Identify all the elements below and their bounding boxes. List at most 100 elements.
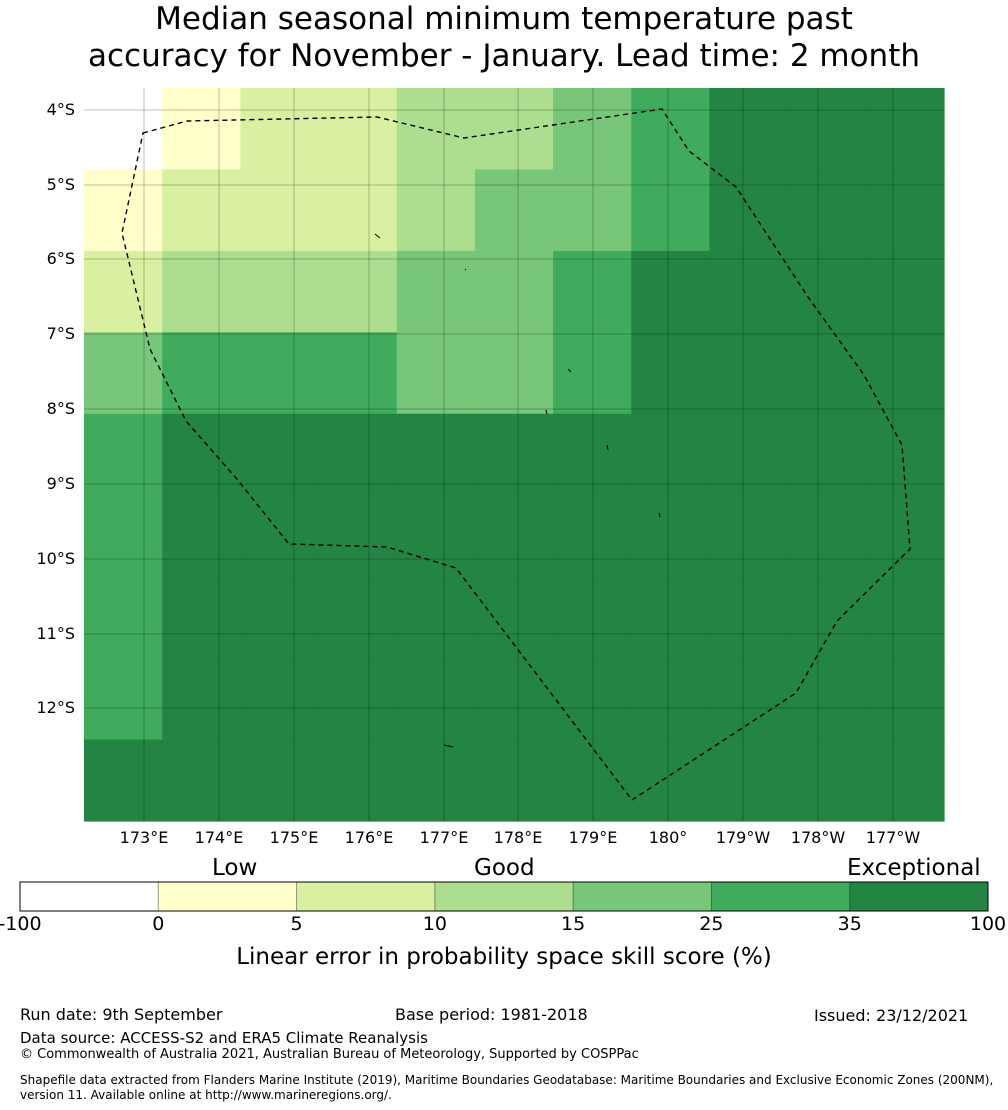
map-cell — [631, 658, 711, 741]
map-cell — [318, 169, 398, 252]
map-cell — [787, 658, 867, 741]
map-cell — [709, 576, 789, 659]
map-cell — [240, 332, 320, 415]
map-cell — [396, 413, 476, 496]
colorbar-segment — [573, 882, 712, 911]
map-cell — [240, 413, 320, 496]
map-cell — [553, 658, 632, 741]
map-cell — [474, 658, 554, 741]
map-cell — [631, 495, 711, 578]
colorbar-segment — [158, 882, 297, 911]
latitude-label: 4°S — [46, 100, 75, 119]
map-cell — [84, 332, 163, 415]
latitude-label: 8°S — [46, 399, 75, 418]
map-cell — [553, 413, 632, 496]
map-gridlines — [84, 88, 944, 821]
map-cell — [474, 413, 554, 496]
map-cell — [631, 739, 711, 822]
map-cell — [709, 658, 789, 741]
colorbar-label: Linear error in probability space skill … — [236, 944, 772, 970]
latitude-label: 9°S — [46, 474, 75, 493]
map-cell — [318, 576, 398, 659]
map-cell — [865, 332, 945, 415]
map-cell — [787, 169, 867, 252]
map-cell — [474, 495, 554, 578]
map-title-line-1: Median seasonal minimum temperature past — [155, 1, 853, 37]
island — [374, 233, 381, 239]
map-cell — [396, 739, 476, 822]
latitude-label: 7°S — [46, 324, 75, 343]
map-cell — [865, 658, 945, 741]
island — [567, 368, 572, 373]
shapefile-credit-line-2: version 11. Available online at http://w… — [20, 1088, 392, 1102]
shapefile-credit-line-1: Shapefile data extracted from Flanders M… — [20, 1073, 994, 1087]
map-cell — [474, 739, 554, 822]
map-cell — [787, 413, 867, 496]
latitude-label: 6°S — [46, 249, 75, 268]
map-cell — [865, 495, 945, 578]
colorbar — [19, 881, 989, 912]
map-cell — [240, 576, 320, 659]
longitude-label: 179°E — [568, 828, 618, 847]
map-cell — [162, 658, 241, 741]
map-cell — [474, 88, 554, 171]
data-source: Data source: ACCESS-S2 and ERA5 Climate … — [20, 1029, 428, 1047]
colorbar-frame — [19, 881, 989, 912]
colorbar-tick-label: 15 — [561, 913, 586, 935]
category-good: Good — [474, 855, 535, 881]
longitude-label: 178°W — [790, 828, 846, 847]
map-cell — [318, 413, 398, 496]
map-cell — [162, 739, 241, 822]
map-cell — [709, 88, 789, 171]
colorbar-tick-label: 0 — [152, 913, 165, 935]
map-title-line-2: accuracy for November - January. Lead ti… — [87, 38, 921, 74]
map-grid-cells — [84, 88, 945, 822]
map-cell — [162, 576, 241, 659]
category-exceptional: Exceptional — [847, 855, 981, 881]
island — [545, 409, 548, 415]
island — [464, 268, 467, 271]
map-cell — [709, 169, 789, 252]
map-cell — [84, 413, 163, 496]
map-cell — [631, 576, 711, 659]
map-cell — [474, 169, 554, 252]
map-cell — [787, 495, 867, 578]
map-cell — [787, 739, 867, 822]
colorbar-tick-label: 100 — [969, 913, 1007, 935]
longitude-label: 174°E — [194, 828, 244, 847]
map-cell — [162, 332, 241, 415]
map-cell — [396, 495, 476, 578]
map-cell — [553, 169, 632, 252]
run-date: Run date: 9th September — [20, 1005, 223, 1024]
map-cell — [162, 250, 241, 333]
island — [658, 512, 661, 518]
map-cell — [631, 413, 711, 496]
colorbar-tick-label: 25 — [699, 913, 724, 935]
category-low: Low — [212, 855, 258, 881]
map-cell — [865, 413, 945, 496]
map-cell — [709, 495, 789, 578]
longitude-label: 179°W — [715, 828, 771, 847]
map-cell — [474, 332, 554, 415]
longitude-label: 177°E — [419, 828, 469, 847]
map-cell — [240, 88, 320, 171]
map-cell — [553, 739, 632, 822]
map-cell — [553, 250, 632, 333]
map-cell — [865, 250, 945, 333]
map-cell — [865, 88, 945, 171]
map-cell — [240, 658, 320, 741]
map-cell — [318, 332, 398, 415]
latitude-label: 5°S — [46, 175, 75, 194]
map-cell — [318, 658, 398, 741]
base-period: Base period: 1981-2018 — [395, 1005, 588, 1024]
map-cell — [474, 250, 554, 333]
map-cell — [396, 88, 476, 171]
map-cell — [240, 495, 320, 578]
colorbar-tick-label: 35 — [837, 913, 862, 935]
map-cell — [318, 495, 398, 578]
copyright: © Commonwealth of Australia 2021, Austra… — [20, 1047, 639, 1062]
colorbar-tick-label: 5 — [290, 913, 303, 935]
map-cell — [240, 739, 320, 822]
map-cell — [631, 332, 711, 415]
map-cell — [318, 250, 398, 333]
